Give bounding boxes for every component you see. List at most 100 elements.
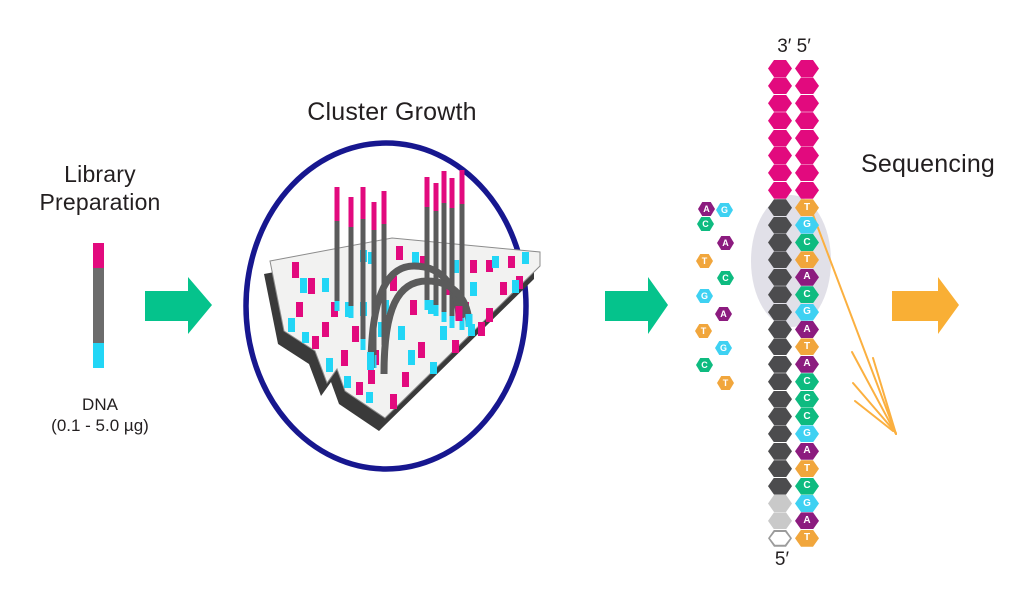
base-letter: T <box>803 340 811 352</box>
dna-amount-label: DNA (0.1 - 5.0 µg) <box>15 394 185 436</box>
surface-fragment <box>500 282 507 295</box>
read-base-hexagon: A <box>795 355 819 373</box>
surface-fragment <box>452 260 459 273</box>
base-letter: G <box>803 427 811 439</box>
adapter-hexagon <box>768 164 792 182</box>
base-letter: A <box>720 308 727 319</box>
adapter-hexagon <box>795 112 819 130</box>
strand-tip <box>348 197 354 227</box>
base-letter: G <box>720 204 728 215</box>
surface-fragment <box>300 278 307 293</box>
open-hexagon-fill <box>770 531 790 545</box>
free-nucleotide-hexagon: T <box>696 254 713 268</box>
bridge-arc-inner <box>380 277 473 375</box>
dna-name: DNA <box>82 395 118 414</box>
read-base-hexagon: G <box>795 303 819 321</box>
template-hexagon <box>768 425 792 443</box>
strand-base <box>348 306 354 318</box>
adapter-hexagon <box>768 181 792 199</box>
read-base-hexagon: C <box>795 234 819 251</box>
surface-fragment <box>312 336 319 349</box>
surface-fragment <box>470 282 477 296</box>
strand-base <box>424 300 430 310</box>
surface-fragment <box>508 256 515 268</box>
strand-tip <box>449 178 455 208</box>
dna-fragment <box>93 243 104 368</box>
surface-fragment <box>288 318 295 332</box>
base-letter: A <box>803 445 811 457</box>
adapter-hexagon <box>768 77 792 95</box>
base-letter: T <box>722 377 729 388</box>
surface-fragment <box>468 324 475 336</box>
surface-fragment <box>428 300 435 314</box>
adapter-hexagon <box>768 112 792 130</box>
base-letter: T <box>701 255 708 266</box>
arrow-library-to-cluster <box>145 277 212 334</box>
template-hexagon <box>768 286 792 304</box>
free-nucleotide-hexagon: G <box>696 289 713 303</box>
cluster-growth-title: Cluster Growth <box>307 98 477 126</box>
base-letter: G <box>803 497 811 509</box>
emission-line <box>854 400 894 432</box>
read-base-hexagon: T <box>795 251 819 269</box>
base-letter: A <box>803 323 811 335</box>
template-hexagon <box>768 199 792 217</box>
surface-fragment <box>396 246 403 260</box>
surface-fragment <box>390 276 397 291</box>
read-base-hexagon: T <box>795 529 819 547</box>
free-nucleotide-hexagon: A <box>715 307 732 321</box>
dna-amount: (0.1 - 5.0 µg) <box>51 416 149 435</box>
free-nucleotide-hexagon: T <box>717 376 734 390</box>
surface-fragment <box>398 326 405 340</box>
surface-fragment <box>486 308 493 322</box>
strand-body <box>371 230 377 355</box>
surface-fragment <box>366 392 373 403</box>
strand-body <box>459 204 465 318</box>
template-hexagon <box>768 477 792 495</box>
free-nucleotide-hexagon: G <box>715 341 732 355</box>
surface-fragment <box>452 340 459 353</box>
adapter-hexagon <box>768 94 792 112</box>
strand-base <box>433 305 439 316</box>
surface-fragment <box>486 260 493 272</box>
base-letter: T <box>803 253 811 265</box>
strand-base <box>334 301 340 311</box>
template-hexagon <box>768 303 792 321</box>
arrow-sequencing-output <box>892 277 959 334</box>
base-letter: C <box>722 272 729 283</box>
base-letter: C <box>702 218 709 229</box>
template-hexagon <box>768 408 792 425</box>
strand-base <box>449 316 455 328</box>
surface-fragment <box>322 278 329 292</box>
surface-fragment <box>296 302 303 317</box>
read-base-hexagon: T <box>795 460 819 478</box>
template-hexagon <box>768 251 792 269</box>
emission-line <box>811 211 897 435</box>
surface-fragment <box>418 342 425 358</box>
strand-tip <box>381 191 387 224</box>
template-hexagon <box>768 338 792 356</box>
base-letter: A <box>703 203 710 214</box>
free-nucleotide-hexagon: T <box>695 324 712 338</box>
surface-fragment <box>478 322 485 336</box>
template-hexagon <box>768 373 792 391</box>
strand-body <box>424 207 430 300</box>
strand-tip <box>441 171 447 203</box>
bridge-arc-tip-2 <box>465 314 473 327</box>
read-base-hexagon: A <box>795 268 819 286</box>
read-base-hexagon: A <box>795 442 819 460</box>
surface-fragment <box>412 252 419 265</box>
strand-body <box>449 208 455 316</box>
strand-body <box>334 221 340 301</box>
emission-lines <box>811 211 897 435</box>
surface-fragment <box>341 350 348 366</box>
base-letter: T <box>803 462 811 474</box>
base-letter: C <box>803 480 811 492</box>
library-title-line2: Preparation <box>39 189 161 215</box>
read-base-hexagon: A <box>795 512 819 530</box>
base-letter: G <box>803 306 811 318</box>
library-title-line1: Library <box>64 161 136 187</box>
base-letter: G <box>700 290 708 301</box>
base-letter: A <box>803 514 811 526</box>
surface-fragment <box>356 382 363 395</box>
